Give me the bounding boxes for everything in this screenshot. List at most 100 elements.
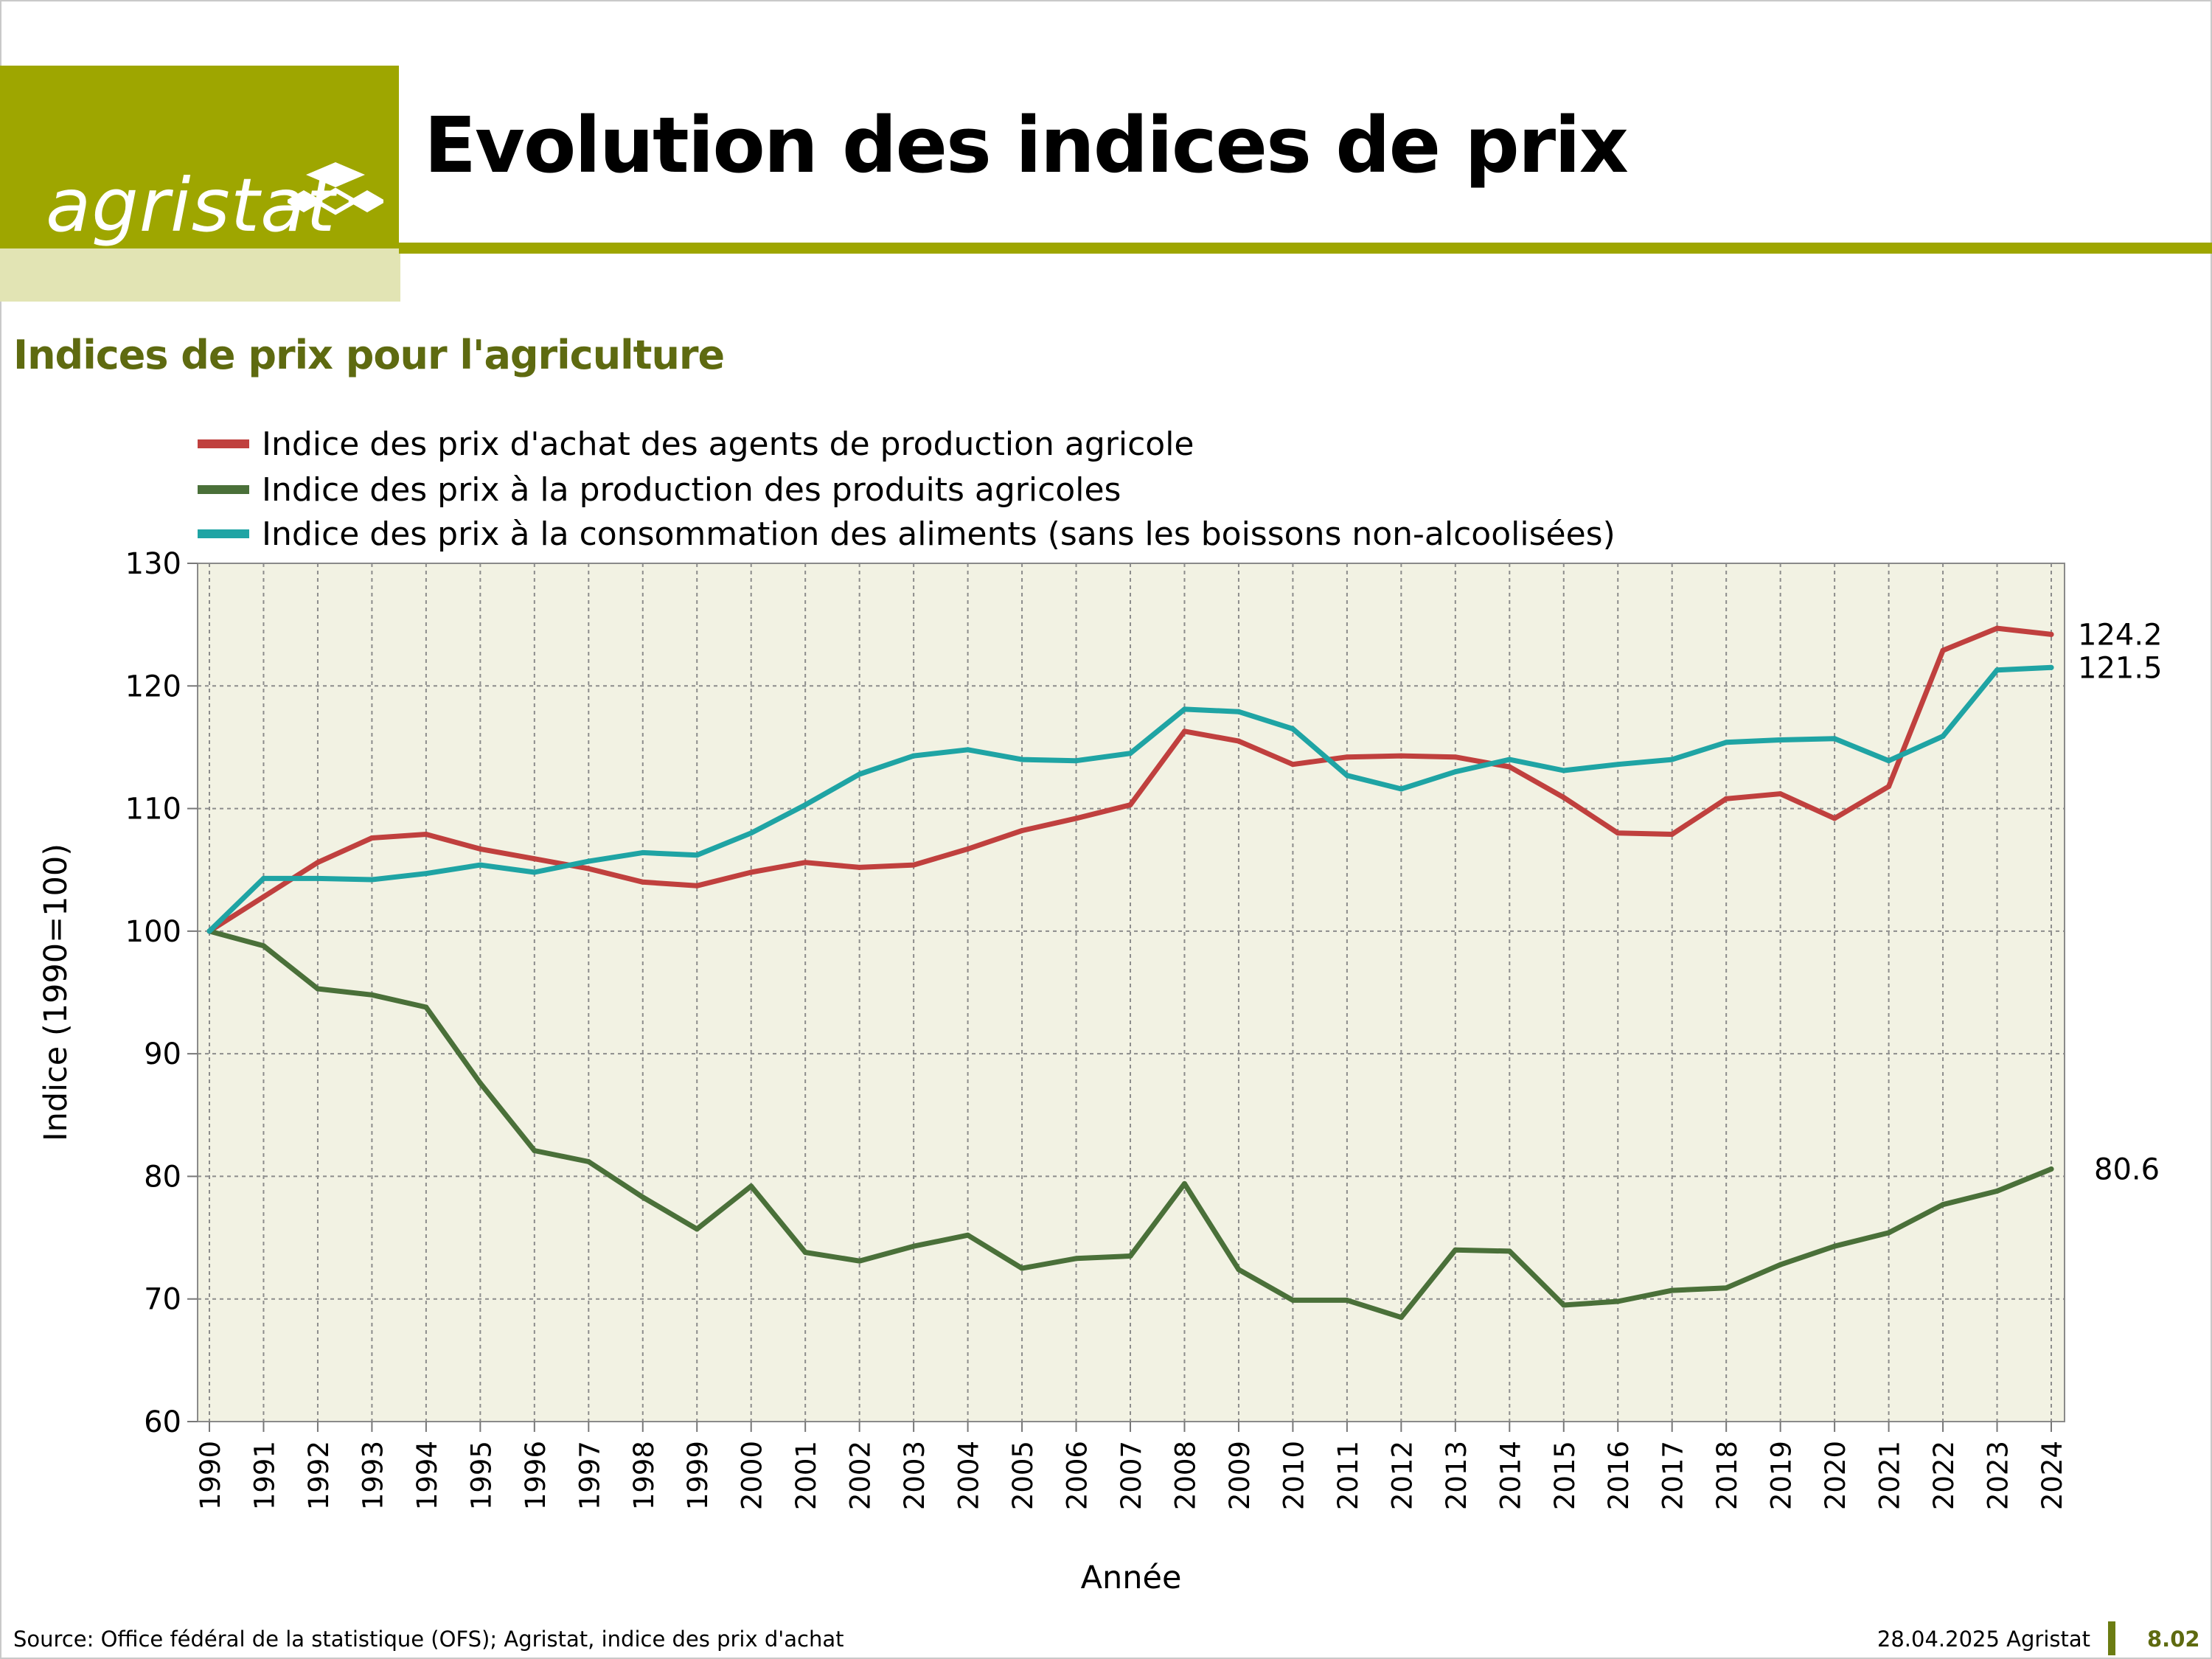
- data-point: [1236, 1267, 1242, 1273]
- data-point: [1561, 795, 1567, 801]
- data-point: [315, 986, 321, 992]
- end-value-label: 124.2: [2078, 618, 2163, 652]
- x-tick-label: 2021: [1874, 1441, 1906, 1510]
- y-tick-label: 80: [144, 1160, 181, 1194]
- x-tick-label: 1995: [465, 1441, 497, 1510]
- header-rule: [399, 243, 2212, 254]
- x-tick-label: 1998: [628, 1441, 660, 1510]
- data-point: [477, 846, 483, 852]
- data-point: [1398, 1315, 1404, 1321]
- data-point: [2048, 664, 2054, 670]
- x-tick-label: 2020: [1820, 1441, 1851, 1510]
- y-axis-title: Indice (1990=100): [38, 844, 74, 1141]
- data-point: [423, 1004, 429, 1010]
- header-accent-strip: [0, 248, 400, 302]
- data-point: [965, 1232, 971, 1238]
- x-tick-label: 2016: [1603, 1441, 1635, 1510]
- data-point: [1398, 786, 1404, 792]
- data-point: [1290, 762, 1295, 768]
- data-point: [315, 860, 321, 866]
- data-point: [585, 866, 591, 872]
- page-number: 8.02: [2147, 1627, 2200, 1652]
- data-point: [1453, 1247, 1458, 1253]
- data-point: [532, 869, 538, 875]
- data-point: [1019, 757, 1025, 762]
- x-tick-label: 2002: [845, 1441, 877, 1510]
- x-tick-label: 1991: [248, 1441, 280, 1510]
- data-point: [1615, 830, 1621, 836]
- data-point: [1994, 1188, 2000, 1194]
- y-tick-label: 90: [144, 1037, 181, 1071]
- data-point: [2048, 1166, 2054, 1172]
- data-point: [1940, 647, 1946, 653]
- data-point: [1506, 757, 1512, 762]
- data-point: [423, 871, 429, 877]
- data-point: [369, 835, 375, 841]
- data-point: [1723, 796, 1729, 801]
- data-point: [585, 858, 591, 864]
- data-point: [1290, 726, 1295, 731]
- data-point: [1615, 1298, 1621, 1304]
- x-tick-label: 2005: [1007, 1441, 1039, 1510]
- data-point: [1561, 1302, 1567, 1308]
- data-point: [1506, 1248, 1512, 1254]
- data-point: [1344, 1297, 1350, 1303]
- data-point: [1127, 802, 1133, 808]
- data-point: [748, 1183, 754, 1189]
- agristat-logo: agristat: [0, 66, 399, 248]
- data-point: [532, 1148, 538, 1154]
- data-point: [1506, 764, 1512, 770]
- data-point: [1832, 736, 1837, 742]
- data-point: [1940, 1202, 1946, 1208]
- data-point: [1832, 815, 1837, 821]
- data-point: [1236, 709, 1242, 714]
- data-point: [1344, 754, 1350, 760]
- x-tick-label: 2010: [1278, 1441, 1310, 1510]
- data-point: [477, 1080, 483, 1086]
- data-point: [1723, 1285, 1729, 1291]
- legend-label: Indice des prix à la production des prod…: [262, 471, 1121, 509]
- data-point: [532, 856, 538, 862]
- chart-subtitle: Indices de prix pour l'agriculture: [13, 332, 725, 378]
- data-point: [802, 802, 808, 808]
- x-tick-label: 1996: [520, 1441, 552, 1510]
- data-point: [1344, 773, 1350, 779]
- data-point: [640, 849, 646, 855]
- x-tick-label: 1997: [574, 1441, 605, 1510]
- data-point: [748, 869, 754, 875]
- data-point: [911, 753, 917, 759]
- x-tick-label: 2013: [1441, 1441, 1472, 1510]
- data-point: [1453, 754, 1458, 760]
- data-point: [1127, 751, 1133, 757]
- data-point: [369, 992, 375, 998]
- x-tick-label: 2008: [1169, 1441, 1201, 1510]
- data-point: [206, 928, 212, 934]
- logo-diamonds-icon: [288, 162, 383, 215]
- data-point: [857, 864, 863, 870]
- data-point: [857, 1258, 863, 1264]
- data-point: [802, 860, 808, 866]
- x-tick-label: 2007: [1116, 1441, 1147, 1510]
- data-point: [965, 846, 971, 852]
- data-point: [1994, 667, 2000, 673]
- data-point: [1127, 1253, 1133, 1259]
- footer-divider: [2108, 1621, 2115, 1655]
- data-point: [1778, 791, 1784, 797]
- x-tick-label: 2009: [1224, 1441, 1256, 1510]
- data-point: [1019, 828, 1025, 834]
- x-tick-label: 2018: [1711, 1441, 1743, 1510]
- x-tick-label: 2022: [1928, 1441, 1960, 1510]
- data-point: [1236, 738, 1242, 744]
- x-tick-label: 2011: [1332, 1441, 1364, 1510]
- data-point: [694, 1226, 700, 1232]
- data-point: [2048, 631, 2054, 637]
- data-point: [640, 879, 646, 885]
- data-point: [1074, 1256, 1079, 1262]
- data-point: [260, 943, 266, 949]
- data-point: [911, 1243, 917, 1249]
- data-point: [1290, 1297, 1295, 1303]
- x-tick-label: 2003: [899, 1441, 931, 1510]
- data-point: [1019, 1265, 1025, 1271]
